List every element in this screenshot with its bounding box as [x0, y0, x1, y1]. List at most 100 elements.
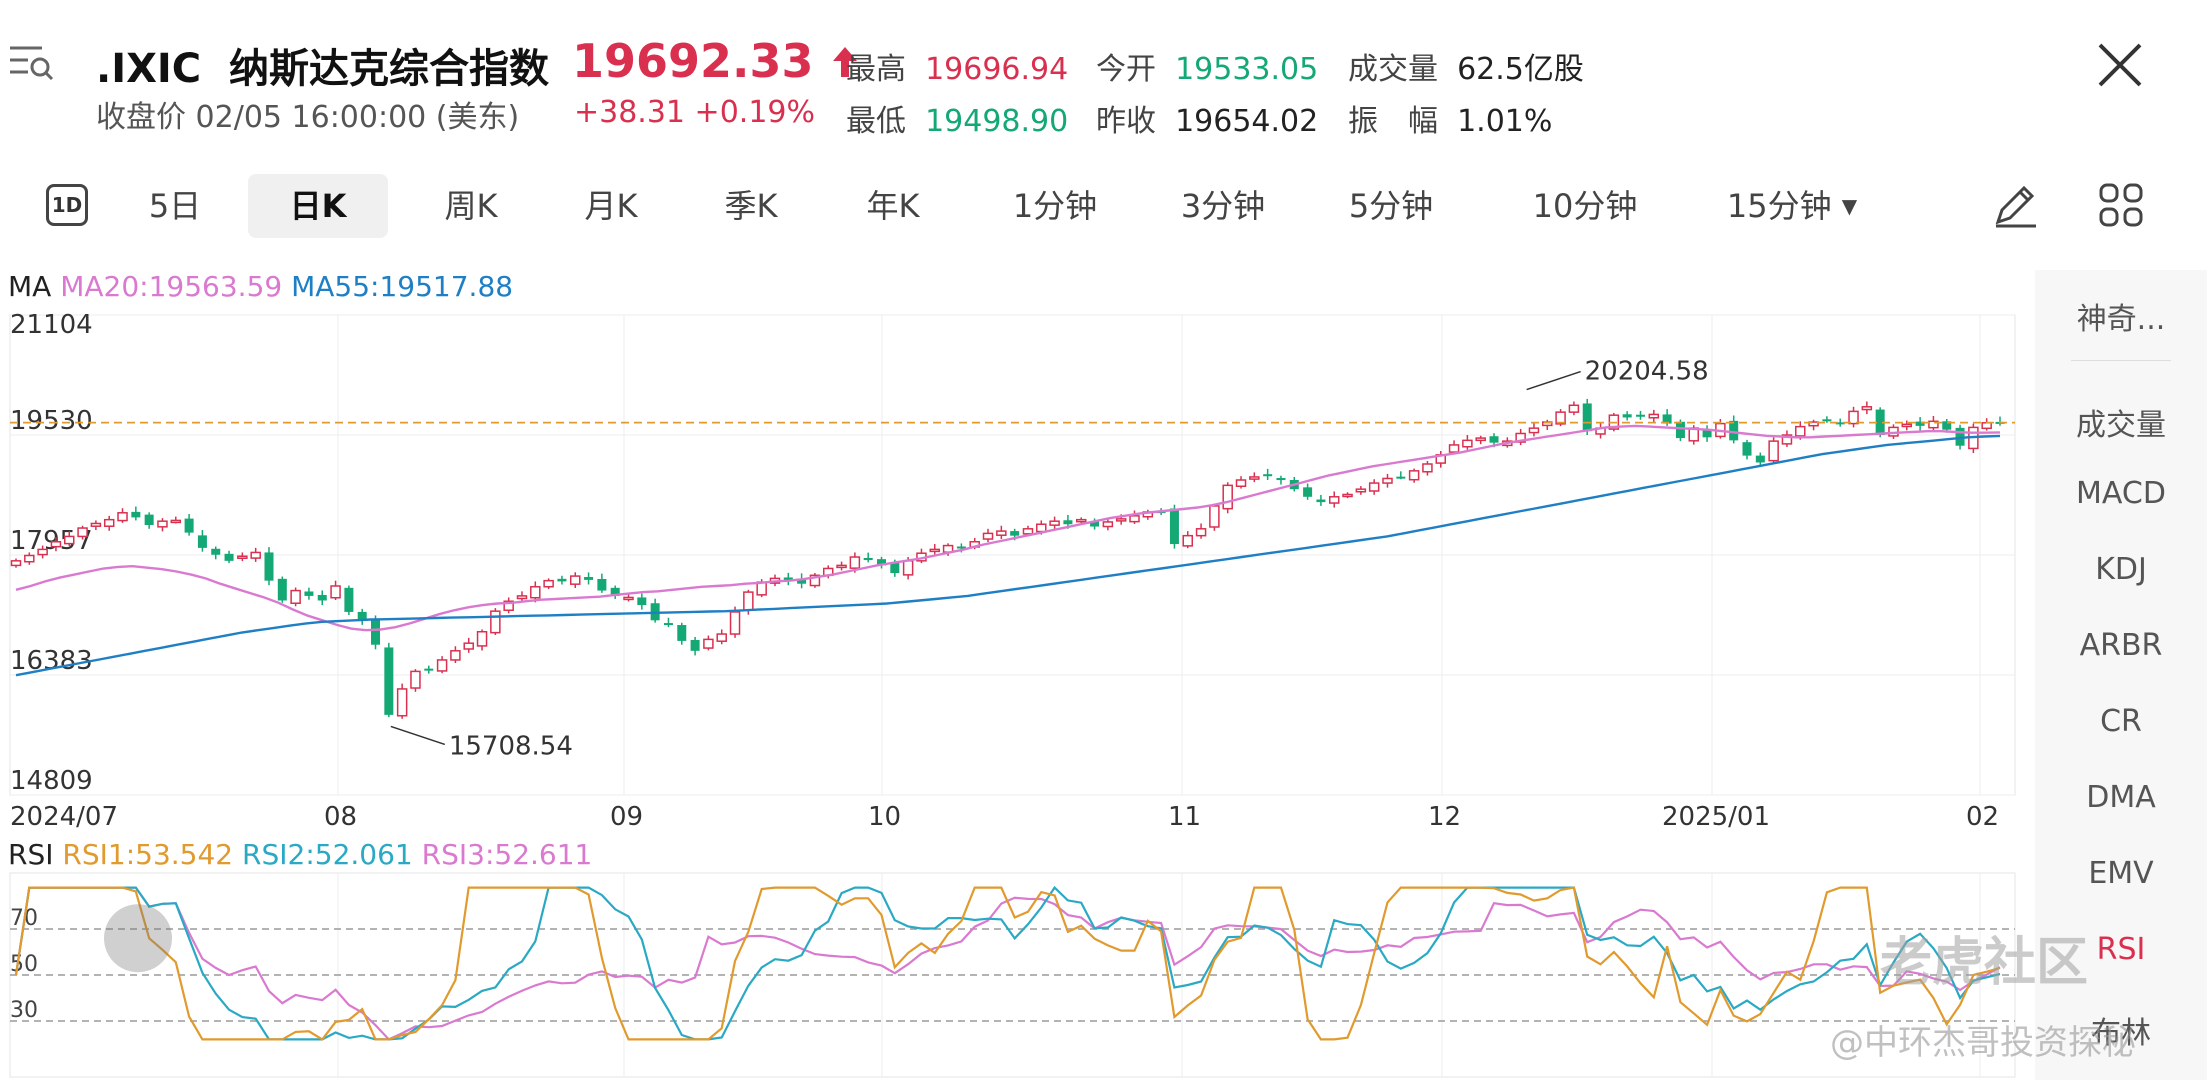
candle-body-down: [317, 594, 327, 601]
close-icon[interactable]: [2090, 35, 2150, 95]
tab-5min[interactable]: 5分钟: [1348, 187, 1434, 225]
candle-body-up: [1049, 520, 1060, 526]
candle: [1648, 409, 1660, 423]
menu-search-icon[interactable]: [8, 42, 54, 82]
candle: [1355, 486, 1367, 495]
candle: [450, 646, 461, 664]
candle-body-down: [584, 576, 594, 580]
indicator-emv[interactable]: EMV: [2088, 856, 2154, 891]
candle-body-down: [1729, 420, 1739, 441]
indicator-magic[interactable]: 神奇...: [2076, 302, 2166, 337]
tab-daily-k[interactable]: 日K: [248, 174, 388, 238]
rsi-tick-label: 30: [10, 998, 38, 1023]
candle: [1328, 491, 1340, 508]
candle-body-up: [1115, 518, 1127, 522]
candle-body-up: [1328, 496, 1340, 504]
candle-body-up: [1422, 463, 1433, 473]
tab-monthly-k[interactable]: 月K: [584, 187, 638, 225]
indicator-boll[interactable]: 布林: [2091, 1016, 2151, 1051]
candle-body-down: [211, 548, 221, 555]
candle: [371, 615, 381, 650]
stat-label: 最高: [846, 52, 906, 87]
indicator-arbr[interactable]: ARBR: [2079, 628, 2163, 663]
ma-label: MA: [8, 270, 52, 303]
price-value: 19692.33: [572, 34, 814, 88]
tab-quarterly-k[interactable]: 季K: [724, 187, 778, 225]
candle: [1595, 422, 1606, 439]
candle-body-up: [743, 591, 754, 611]
candle-body-up: [330, 585, 341, 599]
tab-10min[interactable]: 10分钟: [1532, 187, 1638, 225]
candle-body-up: [170, 519, 182, 524]
candle-body-up: [1515, 432, 1526, 443]
candle: [396, 683, 408, 719]
draw-pen-icon[interactable]: [1990, 180, 2040, 230]
intraday-toggle-button[interactable]: 1D: [46, 184, 88, 226]
candle-body-down: [264, 552, 274, 581]
indicator-volume[interactable]: 成交量: [2076, 408, 2166, 443]
candle-body-up: [1928, 420, 1939, 429]
stat-amplitude: 振 幅 1.01%: [1348, 96, 1552, 140]
candle-body-down: [1915, 421, 1925, 426]
candle: [117, 508, 128, 523]
candle: [1448, 440, 1460, 455]
candle: [1195, 523, 1207, 539]
indicator-kdj[interactable]: KDJ: [2095, 552, 2147, 587]
price-change: +38.31 +0.19%: [574, 95, 815, 130]
low-annotation: 15708.54: [449, 731, 573, 761]
candle-body-down: [863, 557, 873, 561]
stat-prev-close: 昨收 19654.02: [1096, 96, 1318, 140]
symbol-code: .IXIC: [96, 46, 202, 92]
tab-1min[interactable]: 1分钟: [1012, 187, 1098, 225]
tab-15min-dropdown[interactable]: 15分钟 ▼: [1702, 174, 1882, 238]
candle-body-up: [1408, 470, 1420, 481]
candle: [1742, 439, 1752, 460]
tab-5day[interactable]: 5日: [148, 187, 202, 225]
candle: [237, 552, 248, 562]
candle-body-up: [1475, 437, 1486, 442]
candle: [50, 537, 62, 552]
candle-body-up: [1462, 439, 1473, 448]
candle-body-up: [849, 556, 861, 569]
tab-3min[interactable]: 3分钟: [1180, 187, 1266, 225]
candle-body-up: [716, 633, 727, 642]
candle: [1928, 415, 1939, 430]
rsi-label: RSI: [8, 838, 54, 871]
indicator-cr[interactable]: CR: [2100, 704, 2142, 739]
stat-value: 19533.05: [1175, 52, 1319, 87]
quote-header: .IXIC 纳斯达克综合指数 收盘价 02/05 16:00:00 (美东) 1…: [0, 0, 2207, 160]
candle-body-down: [371, 619, 381, 645]
x-tick-label: 2025/01: [1662, 802, 1770, 832]
candle-body-up: [1795, 425, 1806, 437]
grid-layout-icon[interactable]: [2096, 180, 2146, 230]
candle: [1129, 510, 1140, 524]
candle-body-down: [144, 514, 154, 525]
rsi1-value: RSI1:53.542: [62, 838, 234, 871]
y-tick-label: 14809: [10, 766, 93, 796]
arrow-up-icon: [832, 47, 857, 77]
candle-body-down: [1635, 414, 1645, 417]
candle: [623, 594, 634, 602]
candle: [424, 665, 434, 674]
indicator-rsi[interactable]: RSI: [2096, 932, 2146, 967]
candle-body-up: [1036, 523, 1047, 533]
candle: [476, 629, 488, 651]
last-price: 19692.33: [572, 34, 860, 88]
candles-group: [10, 398, 2005, 719]
candle: [157, 518, 168, 532]
candle: [410, 669, 421, 692]
candle: [610, 585, 620, 599]
candle-body-up: [1861, 406, 1873, 411]
candle-body-up: [1222, 484, 1233, 510]
candle-body-down: [424, 668, 434, 671]
candle: [877, 556, 887, 569]
tab-yearly-k[interactable]: 年K: [866, 187, 920, 225]
indicator-dma[interactable]: DMA: [2086, 780, 2156, 815]
indicator-macd[interactable]: MACD: [2076, 476, 2166, 511]
tab-weekly-k[interactable]: 周K: [444, 187, 498, 225]
candle: [703, 635, 714, 651]
candle-body-down: [1090, 521, 1100, 527]
candle: [1422, 460, 1433, 476]
candle-body-down: [1702, 429, 1712, 438]
